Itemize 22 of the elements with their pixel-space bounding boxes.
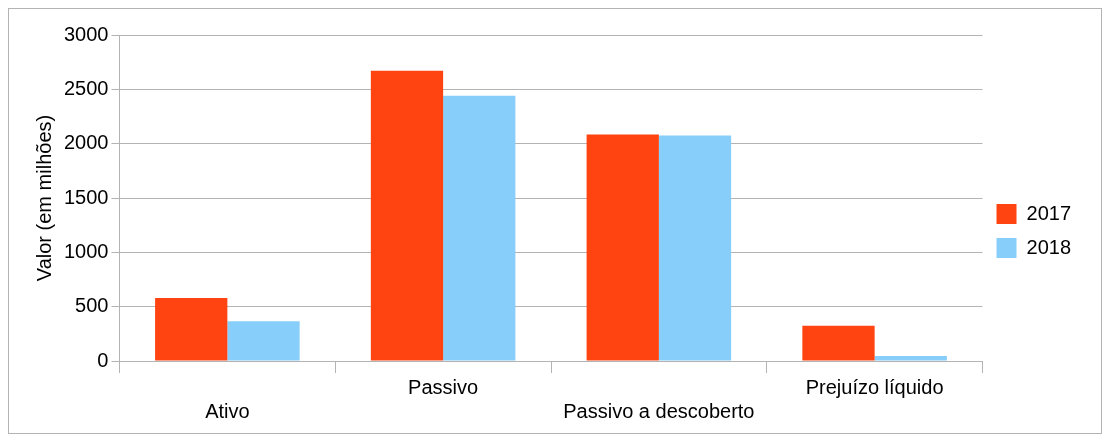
y-tick-label: 3000 [63, 22, 109, 45]
x-tick-label: Passivo a descoberto [563, 399, 755, 422]
y-tick-label: 1500 [63, 185, 109, 208]
bar [658, 135, 732, 361]
bar [370, 70, 444, 361]
y-axis-title: Valor (em milhões) [32, 114, 55, 282]
bar [874, 356, 947, 361]
bar [155, 297, 228, 361]
bar [586, 134, 659, 361]
y-tick-label: 0 [97, 348, 109, 371]
legend-label: 2017 [1026, 201, 1072, 224]
y-tick-label: 1000 [63, 239, 109, 262]
y-tick-label: 2000 [63, 131, 109, 154]
y-tick-label: 500 [75, 294, 109, 317]
x-tick-label: Ativo [205, 399, 250, 422]
legend-label: 2018 [1026, 235, 1072, 258]
x-tick-label: Passivo [408, 375, 479, 398]
x-tick-label: Prejuízo líquido [805, 375, 944, 398]
bar [802, 325, 875, 361]
bar [443, 95, 516, 361]
y-tick-label: 2500 [63, 76, 109, 99]
bar [227, 321, 300, 361]
